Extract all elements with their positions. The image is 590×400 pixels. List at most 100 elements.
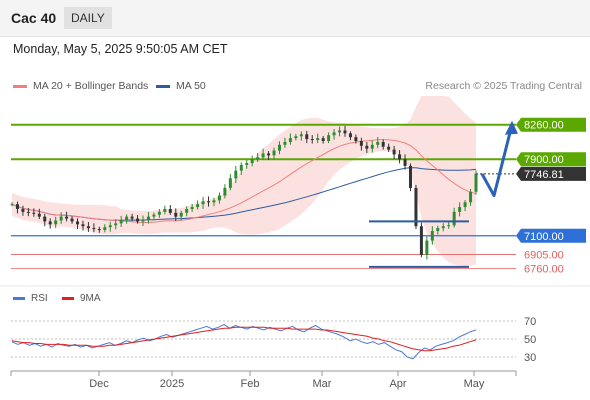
rsi-legend-rsi: RSI (13, 293, 48, 304)
level-label-6760.00: 6760.00 (524, 263, 564, 275)
candle-body (10, 204, 14, 206)
candle-body (354, 137, 358, 141)
candle-body (163, 208, 167, 212)
projection-arrow (480, 124, 514, 198)
candle-66 (370, 140, 374, 153)
last-price-tag: 7746.81 (516, 166, 586, 181)
candle-body (48, 221, 52, 225)
candle-22 (130, 213, 134, 222)
candle-48 (272, 147, 276, 160)
candle-body (217, 195, 221, 201)
legend-ma20-label: MA 20 + Bollinger Bands (33, 80, 149, 92)
candle-30 (174, 208, 178, 222)
x-tick-May: May (464, 378, 485, 390)
candle-body (288, 138, 292, 142)
candle-body (43, 216, 47, 222)
candle-70 (392, 145, 396, 160)
chart-title: Cac 40 (11, 10, 57, 26)
candle-body (327, 135, 331, 141)
candle-body (436, 228, 440, 231)
rsi-legend-rsi-swatch (13, 297, 25, 300)
candle-body (152, 214, 156, 217)
candle-body (157, 211, 161, 215)
candle-1 (15, 201, 19, 214)
candle-body (146, 216, 150, 220)
candle-body (119, 220, 123, 224)
candle-81 (452, 207, 456, 228)
candle-body (92, 228, 96, 230)
candle-body (97, 229, 101, 231)
candle-50 (283, 137, 287, 148)
candle-63 (354, 134, 358, 144)
ma20-line (11, 139, 477, 223)
level-tag-bg (516, 228, 586, 243)
candle-body (294, 136, 298, 139)
candle-body (76, 221, 80, 225)
candle-body (398, 154, 402, 160)
x-tick-Apr: Apr (389, 378, 406, 390)
rsi-legend-rsi-label: RSI (31, 293, 48, 304)
candle-61 (343, 125, 347, 137)
candle-46 (261, 148, 265, 160)
candle-54 (305, 130, 309, 144)
last-price-bg (516, 166, 586, 181)
x-tick-Mar: Mar (313, 378, 332, 390)
candle-body (316, 138, 320, 141)
rsi-tick-70: 70 (524, 316, 536, 328)
candle-body (70, 218, 74, 222)
candle-14 (86, 222, 90, 232)
bollinger-band (12, 96, 476, 267)
candle-16 (97, 226, 101, 233)
period-badge[interactable]: DAILY (64, 7, 112, 29)
level-tag-text: 7900.00 (524, 154, 564, 166)
candle-59 (332, 129, 336, 140)
candle-body (103, 227, 107, 231)
candle-44 (250, 155, 254, 167)
candle-body (381, 141, 385, 147)
candle-body (414, 187, 418, 227)
candle-body (299, 134, 303, 137)
candle-51 (288, 133, 292, 145)
candle-body (190, 207, 194, 209)
candle-35 (201, 196, 205, 209)
candle-body (343, 130, 347, 134)
x-tick-Dec: Dec (89, 378, 109, 390)
level-tag-text: 8260.00 (524, 120, 564, 132)
candle-3 (26, 208, 30, 217)
candle-body (179, 212, 183, 217)
candle-body (108, 225, 112, 228)
candle-75 (419, 222, 423, 258)
candle-body (272, 150, 276, 156)
candle-body (430, 231, 434, 241)
candle-62 (348, 131, 352, 141)
legend-ma50: MA 50 (156, 80, 206, 92)
candle-body (54, 220, 58, 225)
candle-body (37, 213, 41, 217)
x-tick-Feb: Feb (241, 378, 260, 390)
candle-body (441, 226, 445, 229)
timestamp: Monday, May 5, 2025 9:50:05 AM CET (13, 42, 228, 56)
candle-6 (43, 214, 47, 227)
candle-body (305, 134, 309, 140)
candle-69 (387, 143, 391, 153)
candle-body (250, 159, 254, 164)
candle-18 (108, 221, 112, 232)
candle-40 (228, 174, 232, 191)
candle-82 (458, 202, 462, 217)
candle-23 (136, 215, 140, 224)
candle-9 (59, 212, 63, 224)
candle-41 (234, 165, 238, 184)
candle-79 (441, 223, 445, 232)
candle-body (425, 240, 429, 255)
candle-body (130, 216, 134, 219)
candle-27 (157, 209, 161, 218)
candle-25 (146, 212, 150, 224)
legend-ma50-label: MA 50 (176, 80, 206, 92)
candle-47 (267, 151, 271, 160)
candle-body (212, 200, 216, 203)
candle-body (15, 204, 19, 209)
level-tag-bg (516, 152, 586, 167)
candle-body (207, 201, 211, 203)
candle-body (447, 225, 451, 227)
